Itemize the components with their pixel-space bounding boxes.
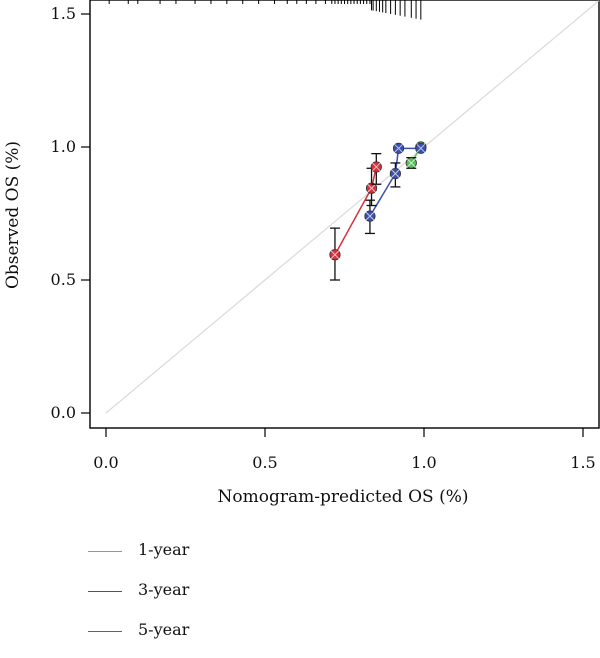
y-tick-label-2: 1.0 (51, 137, 76, 156)
point-cross-3-year-0 (365, 211, 375, 221)
x-tick-label-0: 0.0 (93, 453, 118, 472)
legend-label-5-year: 5-year (138, 620, 190, 639)
legend-swatch-5-year (88, 631, 122, 632)
y-axis: 0.0 0.5 1.0 1.5 (51, 4, 90, 422)
y-tick-label-1: 0.5 (51, 270, 76, 289)
legend-swatch-1-year (88, 551, 122, 552)
y-axis-title: Observed OS (%) (3, 141, 23, 289)
point-cross-3-year-3 (416, 143, 426, 153)
series-3-year (364, 142, 427, 235)
x-tick-label-2: 1.0 (411, 453, 436, 472)
y-tick-label-0: 0.0 (51, 403, 76, 422)
rug-marks (108, 0, 422, 20)
series-line-3-year (369, 147, 421, 217)
series-layer (329, 141, 427, 281)
plot-frame (89, 0, 600, 429)
point-cross-5-year-0 (330, 250, 340, 260)
x-axis-title: Nomogram-predicted OS (%) (218, 487, 469, 507)
point-cross-5-year-1 (367, 183, 376, 193)
point-cross-1-year-0 (406, 158, 416, 168)
y-tick-label-3: 1.5 (51, 4, 76, 23)
reference-diagonal (105, 0, 600, 414)
point-cross-5-year-2 (371, 162, 381, 172)
legend-swatch-3-year (88, 591, 122, 592)
series-5-year (329, 152, 382, 281)
x-tick-label-3: 1.5 (570, 453, 595, 472)
legend-label-1-year: 1-year (138, 540, 190, 559)
point-cross-3-year-1 (391, 169, 400, 178)
legend-label-3-year: 3-year (138, 580, 190, 599)
x-axis: 0.0 0.5 1.0 1.5 (93, 428, 596, 472)
calibration-chart: 0.0 0.5 1.0 1.5 0.0 0.5 1.0 1.5 Nomogram-predi… (3, 0, 600, 507)
x-tick-label-1: 0.5 (252, 453, 277, 472)
point-cross-3-year-2 (394, 143, 403, 153)
